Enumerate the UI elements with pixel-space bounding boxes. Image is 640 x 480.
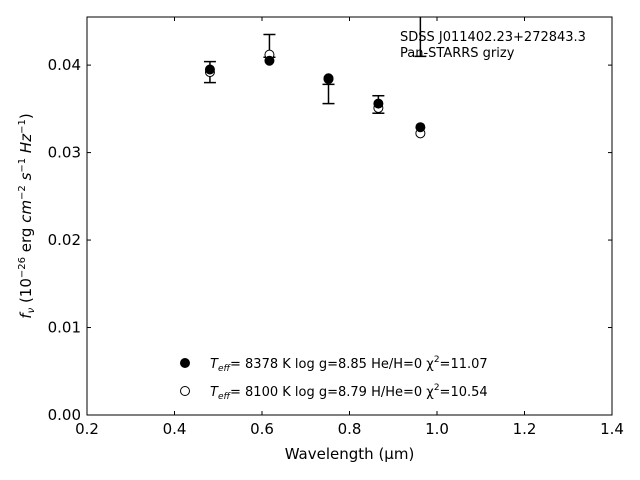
x-tick-label: 1.2 xyxy=(513,420,537,438)
filled-marker xyxy=(415,122,426,133)
filled-marker xyxy=(323,73,334,84)
x-tick-label: 0.4 xyxy=(163,420,187,438)
error-bars xyxy=(203,17,427,114)
y-tick-label: 0.01 xyxy=(48,319,81,337)
x-tick-label: 0.8 xyxy=(338,420,362,438)
legend-text-filled: Teff= 8378 K log g=8.85 He/H=0 χ2=11.07 xyxy=(210,355,488,374)
x-tick-label: 1.4 xyxy=(600,420,624,438)
legend-marker-filled xyxy=(180,358,190,368)
x-axis-label: Wavelength (μm) xyxy=(285,445,415,463)
annotation-line-1: SDSS J011402.23+272843.3 xyxy=(400,30,586,45)
plot-frame xyxy=(86,16,613,416)
y-tick-label: 0.02 xyxy=(48,231,81,249)
legend-text-open: Teff= 8100 K log g=8.79 H/He=0 χ2=10.54 xyxy=(210,383,488,402)
filled-marker xyxy=(264,55,275,66)
y-tick-label: 0.00 xyxy=(48,406,81,424)
axis-ticks: 0.2 0.4 0.6 0.8 1.0 1.2 1.4 0.00 0.01 0.02 0.03 0.0… xyxy=(48,17,624,438)
filled-marker xyxy=(373,98,384,109)
y-tick-label: 0.03 xyxy=(48,144,81,162)
y-tick-label: 0.04 xyxy=(48,56,81,74)
legend-marker-open xyxy=(180,386,190,396)
x-tick-label: 0.2 xyxy=(75,420,99,438)
y-axis-label: fν (10−26 erg cm−2 s−1 Hz−1) xyxy=(17,113,37,318)
annotation-line-2: Pan-STARRS grizy xyxy=(400,46,515,61)
x-tick-label: 0.6 xyxy=(250,420,274,438)
filled-marker xyxy=(204,64,215,75)
data-markers xyxy=(204,49,426,139)
x-tick-label: 1.0 xyxy=(425,420,449,438)
